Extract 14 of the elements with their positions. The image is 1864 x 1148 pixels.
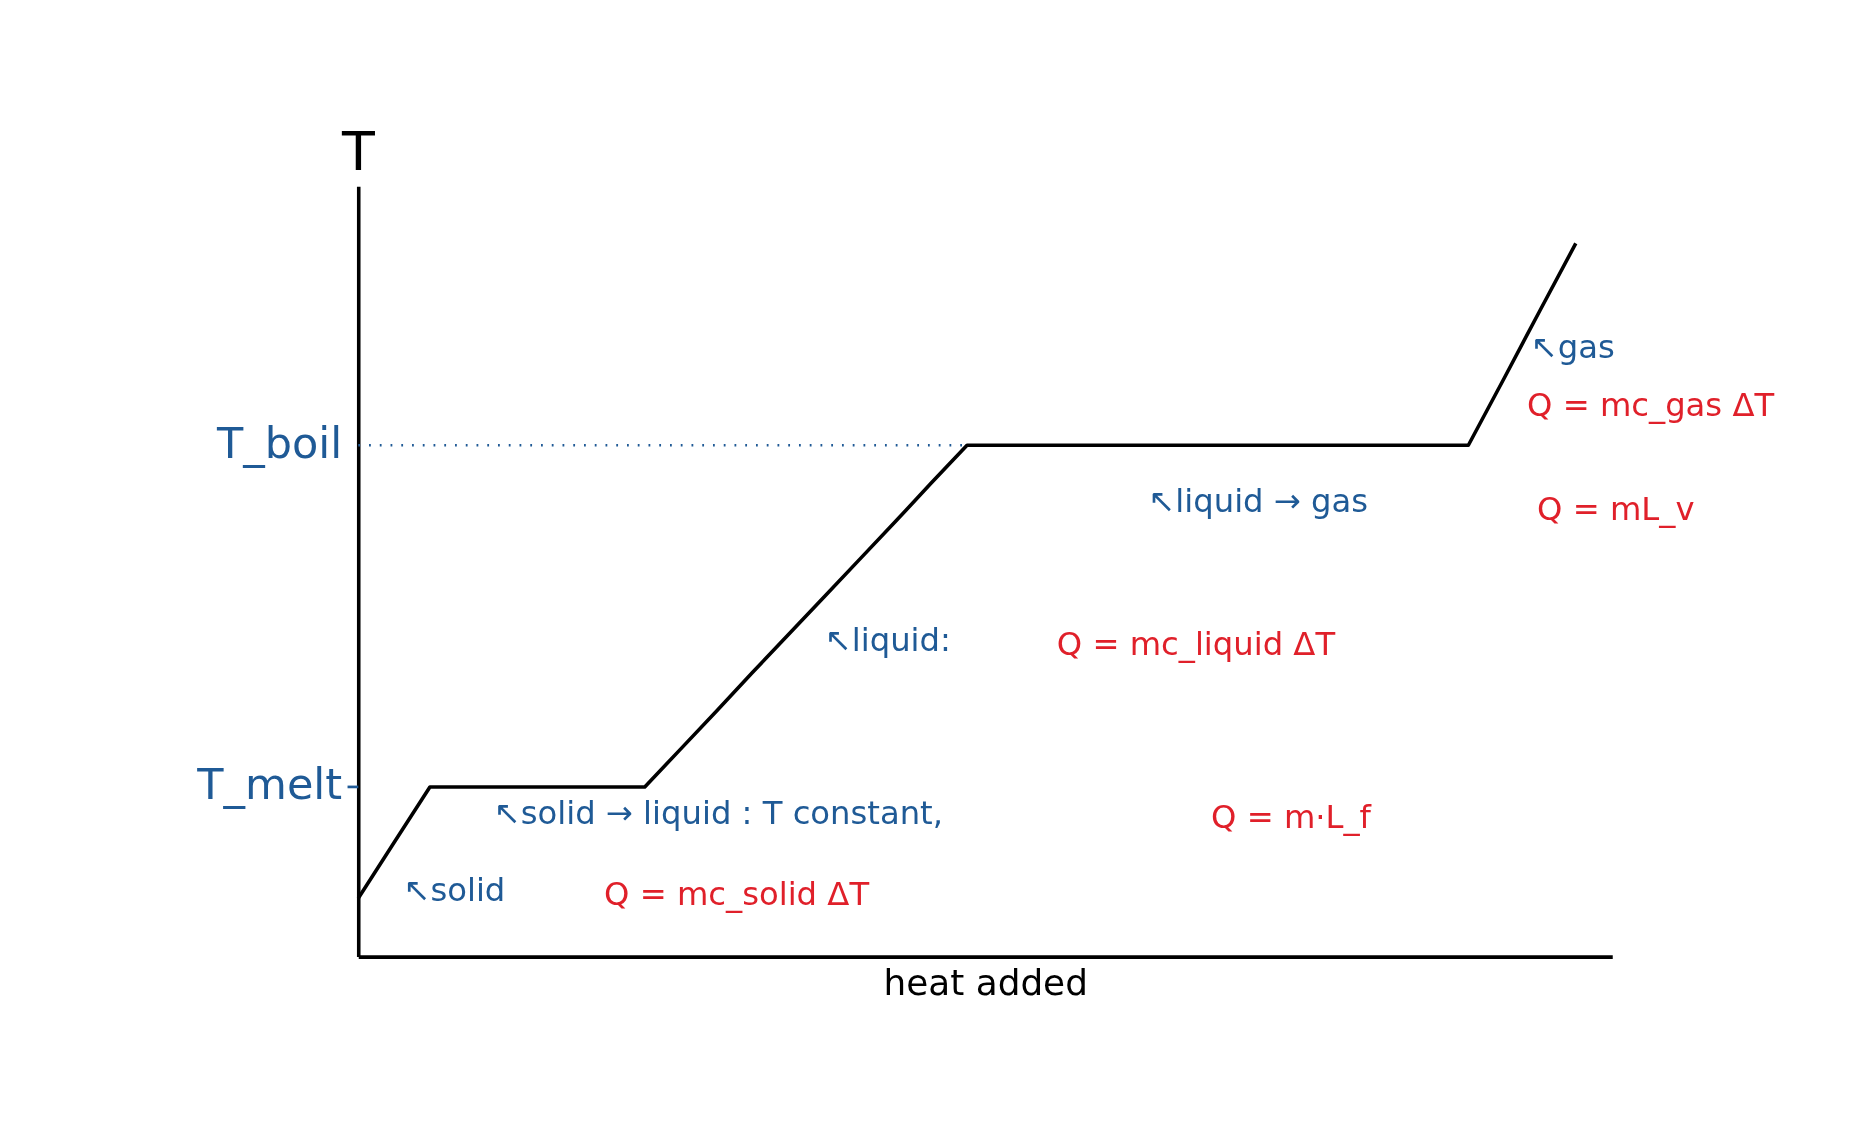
annotation: ↖solid [403, 871, 506, 910]
annotation: ↖solid → liquid : T constant, [493, 794, 944, 833]
y-axis-title: T [340, 120, 375, 184]
ref-line-label: T_melt [196, 759, 343, 810]
annotation: Q = mL_v [1537, 489, 1695, 528]
annotation: Q = mc_gas ΔT [1527, 385, 1775, 424]
annotation: Q = m·L_f [1211, 797, 1372, 836]
annotation: ↖liquid: [824, 620, 951, 659]
annotation: Q = mc_liquid ΔT [1056, 624, 1336, 663]
annotation: ↖liquid → gas [1148, 482, 1369, 521]
x-axis-title: heat added [883, 961, 1088, 1003]
annotation: Q = mc_solid ΔT [604, 874, 870, 913]
annotation: ↖gas [1530, 327, 1615, 366]
ref-line-label: T_boil [215, 417, 343, 468]
